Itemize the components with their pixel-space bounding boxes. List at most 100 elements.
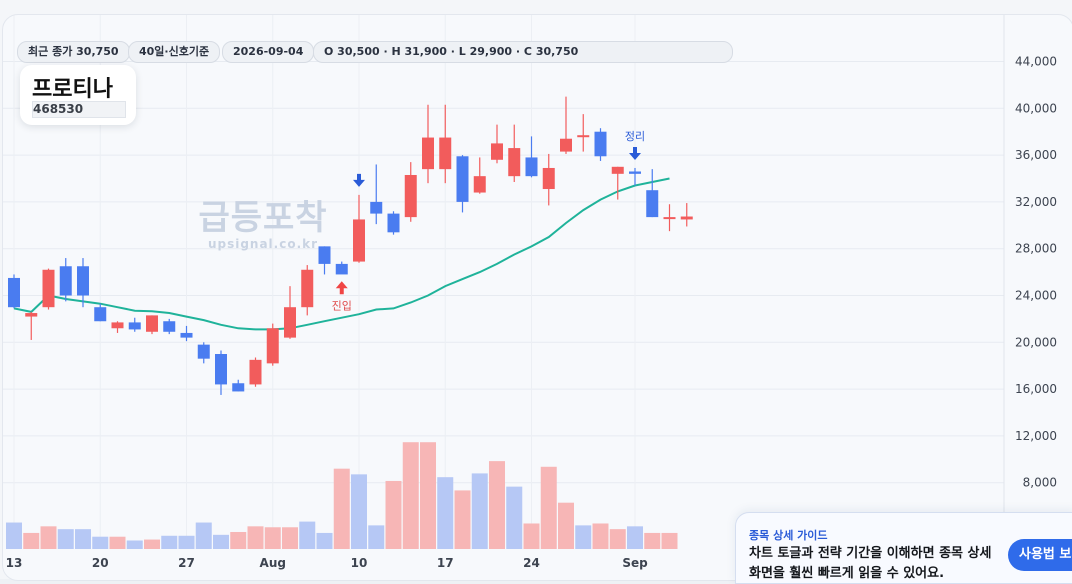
guide-body-line-1: 차트 토글과 전략 기간을 이해하면 종목 상세	[749, 546, 992, 561]
volume-bar	[420, 442, 436, 549]
candle[interactable]	[180, 332, 193, 338]
candle[interactable]	[473, 176, 486, 193]
volume-bar	[471, 473, 488, 549]
volume-bar	[161, 535, 178, 549]
guide-panel: 종목 상세 가이드 차트 토글과 전략 기간을 이해하면 종목 상세 화면을 훨…	[735, 512, 1072, 584]
volume-bar	[299, 521, 316, 549]
candle[interactable]	[646, 190, 659, 218]
volume-bar	[195, 522, 212, 549]
candle[interactable]	[353, 219, 365, 262]
guide-body-line-2: 화면을 훨씬 빠르게 읽을 수 있어요.	[749, 566, 945, 581]
ohlc-badge: O 30,500 · H 31,900 · L 29,900 · C 30,75…	[313, 41, 733, 63]
sell-signal-arrow-icon	[629, 146, 641, 160]
volume-bar	[402, 442, 419, 549]
watermark-url: upsignal.co.kr	[207, 237, 319, 251]
x-tick-label: 17	[437, 556, 454, 570]
candle[interactable]	[680, 216, 693, 220]
y-tick-label: 20,000	[1015, 335, 1057, 349]
candle[interactable]	[335, 263, 348, 275]
stock-name: 프로티나	[32, 77, 113, 102]
candle[interactable]	[387, 213, 400, 233]
volume-bar	[144, 539, 160, 549]
volume-bar	[592, 523, 609, 549]
candle[interactable]	[611, 166, 624, 174]
candle[interactable]	[25, 313, 38, 317]
candle[interactable]	[560, 138, 572, 152]
last-close-badge: 최근 종가 30,750	[17, 41, 130, 63]
candle[interactable]	[249, 359, 262, 385]
guide-open-button[interactable]: 사용법 보기	[1008, 539, 1072, 571]
stock-info-card: 프로티나 468530	[20, 65, 136, 125]
volume-bar	[6, 522, 22, 549]
volume-bar	[351, 474, 367, 549]
candle[interactable]	[491, 143, 503, 160]
price-chart[interactable]: 진입 정리 8,000 12,000 16,000 20,000 24,000 28,000 3…	[3, 15, 1072, 580]
volume-bar	[523, 523, 540, 549]
volume-bar	[385, 480, 402, 549]
candle[interactable]	[232, 383, 245, 392]
candle[interactable]	[94, 307, 107, 322]
period-badge: 40일·신호기준	[128, 41, 221, 63]
candle[interactable]	[42, 269, 55, 308]
volume-bar	[178, 535, 195, 549]
candle[interactable]	[577, 135, 590, 138]
candle[interactable]	[8, 277, 20, 308]
candle[interactable]	[629, 171, 641, 174]
volume-bar	[454, 490, 471, 549]
y-tick-label: 40,000	[1015, 101, 1057, 115]
y-tick-label: 24,000	[1015, 289, 1057, 303]
volume-bar	[126, 540, 143, 549]
y-tick-label: 32,000	[1015, 195, 1057, 209]
sell-signal-arrow-icon	[353, 173, 365, 187]
candle[interactable]	[284, 307, 296, 338]
candle[interactable]	[663, 217, 676, 220]
volume-bar	[333, 468, 350, 549]
candle[interactable]	[215, 354, 227, 385]
candle[interactable]	[594, 131, 607, 157]
candle[interactable]	[422, 137, 434, 170]
volume-bar	[575, 525, 592, 549]
buy-signal-label: 진입	[332, 299, 352, 312]
volume-bar	[247, 526, 264, 549]
candle[interactable]	[128, 322, 141, 330]
y-tick-label: 36,000	[1015, 148, 1057, 162]
candle[interactable]	[59, 266, 72, 296]
volume-bar	[213, 534, 229, 549]
candle[interactable]	[525, 157, 538, 177]
candle[interactable]	[404, 174, 417, 218]
candle[interactable]	[542, 167, 555, 190]
stock-code: 468530	[32, 101, 126, 118]
candle[interactable]	[163, 321, 176, 332]
sell-signal-label: 정리	[625, 130, 645, 143]
x-tick-label: 13	[6, 556, 23, 570]
volume-bar	[282, 527, 298, 549]
volume-bar	[540, 466, 557, 549]
x-tick-label: Aug	[260, 556, 286, 570]
candle[interactable]	[197, 344, 210, 359]
volume-bar	[316, 532, 333, 549]
candle[interactable]	[318, 246, 331, 264]
candle[interactable]	[508, 148, 521, 177]
candle[interactable]	[146, 315, 158, 332]
candle[interactable]	[370, 201, 383, 214]
guide-body: 차트 토글과 전략 기간을 이해하면 종목 상세 화면을 훨씬 빠르게 읽을 수…	[749, 544, 999, 584]
chart-card: 진입 정리 8,000 12,000 16,000 20,000 24,000 28,000 3…	[2, 14, 1072, 581]
candle[interactable]	[456, 156, 469, 202]
buy-signal-arrow-icon	[335, 281, 348, 295]
watermark: 급등포착 upsignal.co.kr	[188, 190, 338, 251]
volume-bar	[109, 536, 126, 549]
x-tick-label: 24	[523, 556, 540, 570]
candle[interactable]	[77, 266, 89, 296]
volume-bar	[489, 461, 505, 549]
candle[interactable]	[439, 137, 452, 170]
candle[interactable]	[266, 328, 279, 364]
volume-bar	[644, 532, 661, 549]
volume-bar	[40, 526, 57, 549]
watermark-title: 급등포착	[198, 198, 328, 238]
x-tick-label: 10	[351, 556, 368, 570]
volume-bar	[75, 529, 91, 549]
candle[interactable]	[301, 269, 314, 308]
date-badge: 2026-09-04	[222, 41, 315, 63]
candle[interactable]	[111, 322, 124, 329]
y-tick-label: 8,000	[1023, 476, 1057, 490]
